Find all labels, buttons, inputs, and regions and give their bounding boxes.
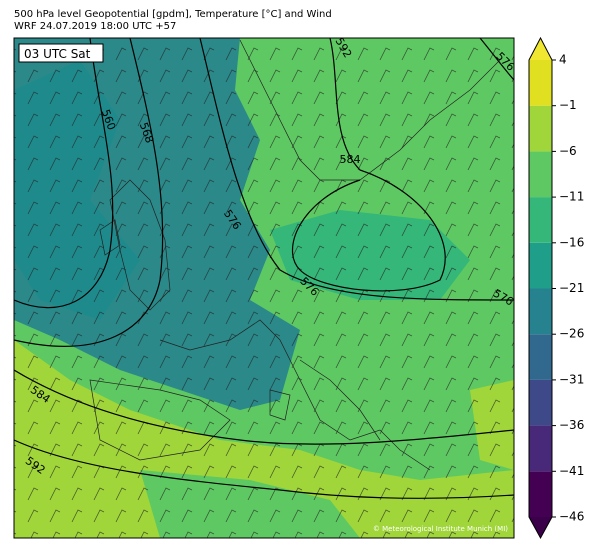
colorbar: 4 −1 −6 −11 −16 −21 −26 −31 −36 −41 −46 <box>528 36 584 540</box>
colorbar-band <box>529 471 552 517</box>
colorbar-band <box>529 151 552 198</box>
map-frame <box>13 37 515 539</box>
colorbar-tick-label: −21 <box>559 281 584 295</box>
colorbar-tick-label: −6 <box>559 144 577 158</box>
colorbar-extend-high <box>529 38 552 60</box>
subtitle: WRF 24.07.2019 18:00 UTC +57 <box>14 21 176 32</box>
colorbar-tick-label: −36 <box>559 418 584 432</box>
colorbar-band <box>529 242 552 289</box>
colorbar-band <box>529 334 552 380</box>
title: 500 hPa level Geopotential [gpdm], Tempe… <box>14 9 332 20</box>
colorbar-tick-label: −31 <box>559 372 584 386</box>
colorbar-band <box>529 288 552 335</box>
time-label-box <box>18 43 104 63</box>
colorbar-extend-low <box>529 517 552 538</box>
coastlines <box>89 39 501 471</box>
colorbar-tick-label: −26 <box>559 327 584 341</box>
colorbar-tick-label: −11 <box>559 190 584 204</box>
copyright: © Meteorological Institute Munich (MI) <box>373 525 508 533</box>
colorbar-tick-label: −1 <box>559 98 577 112</box>
colorbar-band <box>529 425 552 472</box>
wind-barbs <box>14 38 514 538</box>
colorbar-band <box>529 379 552 426</box>
contour-label: 584 <box>340 153 361 166</box>
colorbar-tick-label: −46 <box>559 510 584 524</box>
colorbar-band <box>529 197 552 243</box>
contours <box>14 38 514 499</box>
colorbar-band <box>529 105 552 152</box>
colorbar-band <box>529 60 552 106</box>
colorbar-tick-label: 4 <box>559 53 567 67</box>
colorbar-tick-label: −41 <box>559 464 584 478</box>
colorbar-tick-label: −16 <box>559 235 584 249</box>
time-label: 03 UTC Sat <box>24 47 91 61</box>
